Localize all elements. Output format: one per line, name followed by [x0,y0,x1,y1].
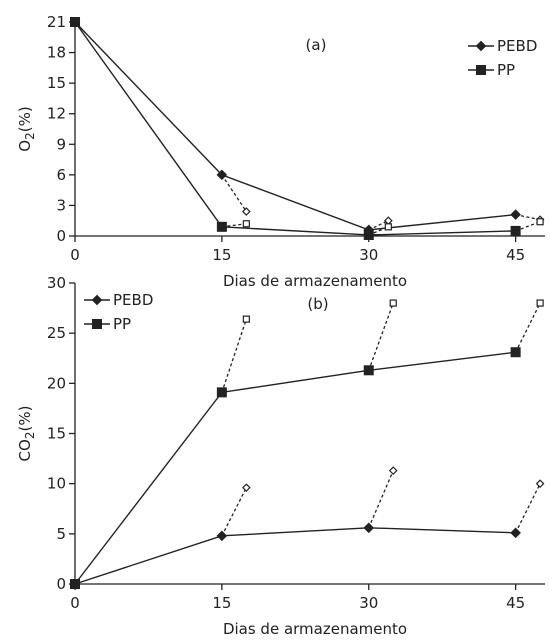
data-point-pp [216,387,227,398]
series-line-pebd [74,527,516,585]
x-tick-label: 30 [359,594,378,612]
y-tick-label: 15 [47,425,66,443]
legend-marker [476,65,486,75]
series-line-pp [74,21,516,236]
branch-line [221,174,247,212]
y-tick-label: 6 [56,166,66,184]
data-point-pp [70,17,80,27]
legend-entry-pebd: PEBD [468,37,537,55]
branch-line [368,470,394,529]
x-tick-label: 0 [70,246,80,264]
y-tick-label: 20 [47,374,66,392]
branch-point-pp [389,299,397,307]
branch-point-pp [242,315,250,323]
series-line-pp [74,351,516,585]
legend-marker [91,294,103,306]
branch-point-pebd [383,216,393,226]
y-tick-label: 12 [47,105,66,123]
panel-label: (a) [306,36,327,54]
y-axis-title-unit: (%) [16,406,34,432]
panel-b: 0 5 10 15 20 25 30 0 15 30 45 Dias de armazenamento… [16,274,545,638]
data-point-pebd [510,527,521,539]
x-tick-label: 30 [359,246,378,264]
branch-line [368,220,389,231]
y-tick-label: 0 [56,575,66,593]
branch-point-pp [384,223,392,231]
branch-point-pebd [535,479,545,489]
legend-label: PEBD [497,37,537,55]
y-tick-label: 18 [47,44,66,62]
branch-line [515,221,541,232]
series-line-pebd [74,21,516,231]
data-point-pp [510,347,521,358]
branch-point-pp [536,299,544,307]
y-tick-label: 9 [56,135,66,153]
legend-entry-pebd: PEBD [84,291,153,309]
y-tick-label: 30 [47,274,66,292]
y-tick-label: 15 [47,74,66,92]
x-tick-label: 45 [506,594,525,612]
y-axis-title: O2(%) [16,106,37,151]
branch-line [515,483,541,534]
legend-label: PEBD [113,291,153,309]
branch-line [515,213,541,221]
data-point-pebd [510,209,521,220]
branch-line [368,302,394,371]
branch-point-pebd [242,207,251,216]
legend-entry-pp: PP [84,315,131,333]
legend-marker [475,40,487,52]
legend: PEBD PP [84,291,153,333]
data-point-pp [216,221,227,232]
x-tick-label: 45 [506,246,525,264]
data-point-pp [363,229,374,240]
panel-a: 0 3 6 9 12 15 18 21 0 15 30 45 Dias de armazenamento… [16,13,545,290]
data-point-pebd [363,522,375,534]
y-tick-label: 21 [47,13,66,31]
legend-marker [92,319,102,329]
data-point-pebd [216,169,228,181]
y-tick-label: 25 [47,324,66,342]
y-axis-title-subscript: 2 [23,432,37,440]
branch-line [221,223,247,228]
x-axis-title: Dias de armazenamento [223,272,407,290]
data-point-pp [363,365,374,376]
data-point-pp [510,225,521,236]
legend: PEBD PP [468,37,537,79]
data-point-pebd [216,530,228,542]
y-axis-title: CO2(%) [16,406,37,462]
branch-point-pebd [388,466,398,475]
branch-point-pp [242,220,250,228]
y-tick-label: 3 [56,196,66,214]
branch-point-pebd [242,483,251,493]
y-axis-title-unit: (%) [16,106,34,132]
legend-label: PP [497,61,515,79]
x-tick-label: 15 [212,594,231,612]
panel-label: (b) [307,295,328,313]
branch-point-pp [536,218,544,226]
branch-line [515,302,541,353]
y-axis-title-main: CO [16,439,34,461]
y-tick-label: 10 [47,475,66,493]
branch-line [221,318,247,393]
y-tick-label: 0 [56,227,66,245]
y-axis-title-main: O [16,140,34,152]
data-point-pp [70,579,80,589]
y-axis-title-subscript: 2 [23,132,37,140]
y-tick-label: 5 [56,525,66,543]
branch-line [221,487,247,537]
legend-label: PP [113,315,131,333]
x-tick-label: 0 [70,594,80,612]
x-axis-title: Dias de armazenamento [223,620,407,638]
legend-entry-pp: PP [468,61,515,79]
x-tick-label: 15 [212,246,231,264]
